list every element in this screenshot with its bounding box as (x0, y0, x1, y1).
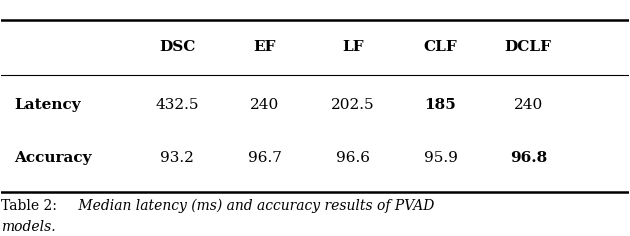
Text: Accuracy: Accuracy (14, 151, 91, 165)
Text: 240: 240 (513, 98, 543, 112)
Text: models.: models. (1, 220, 56, 234)
Text: 93.2: 93.2 (160, 151, 194, 165)
Text: Table 2:: Table 2: (1, 199, 62, 213)
Text: 185: 185 (425, 98, 456, 112)
Text: 96.6: 96.6 (336, 151, 370, 165)
Text: DCLF: DCLF (505, 40, 552, 54)
Text: 202.5: 202.5 (331, 98, 374, 112)
Text: Median latency (ms) and accuracy results of PVAD: Median latency (ms) and accuracy results… (74, 199, 434, 213)
Text: LF: LF (342, 40, 364, 54)
Text: 432.5: 432.5 (155, 98, 198, 112)
Text: CLF: CLF (423, 40, 457, 54)
Text: 96.7: 96.7 (248, 151, 282, 165)
Text: Latency: Latency (14, 98, 81, 112)
Text: EF: EF (253, 40, 276, 54)
Text: DSC: DSC (159, 40, 195, 54)
Text: 95.9: 95.9 (423, 151, 457, 165)
Text: 96.8: 96.8 (510, 151, 547, 165)
Text: 240: 240 (250, 98, 280, 112)
